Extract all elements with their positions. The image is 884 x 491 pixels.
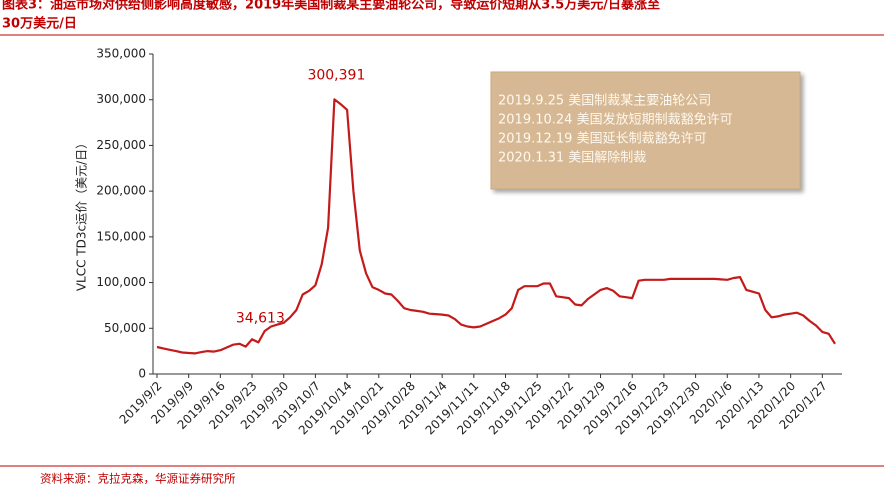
y-tick-label: 100,000 [96,275,146,289]
y-tick-label: 250,000 [96,138,146,152]
title-line: 图表3：油运市场对供给侧影响高度敏感，2019年美国制裁某主要油轮公司，导致运价… [2,0,660,13]
y-tick-label: 350,000 [96,47,146,61]
annotation-line: 2019.9.25 美国制裁某主要油轮公司 [498,93,711,109]
y-axis-label: VLCC TD3c运价（美元/日） [75,137,89,291]
annotation-box [490,71,801,190]
source: 资料来源：克拉克森，华源证券研究所 [40,472,236,486]
y-tick-label: 150,000 [96,229,146,243]
y-tick-label: 300,000 [96,92,146,106]
annotation-line: 2019.12.19 美国延长制裁豁免许可 [498,131,707,147]
annotation-line: 2019.10.24 美国发放短期制裁豁免许可 [498,112,733,128]
y-tick-label: 50,000 [104,321,146,335]
value-label: 300,391 [307,67,365,83]
line [156,98,836,355]
y-tick-label: 0 [138,367,146,381]
y-tick-label: 200,000 [96,184,146,198]
annotation-line: 2020.1.31 美国解除制裁 [498,150,646,166]
title-line: 30万美元/日 [2,16,77,32]
value-label: 34,613 [236,310,285,326]
